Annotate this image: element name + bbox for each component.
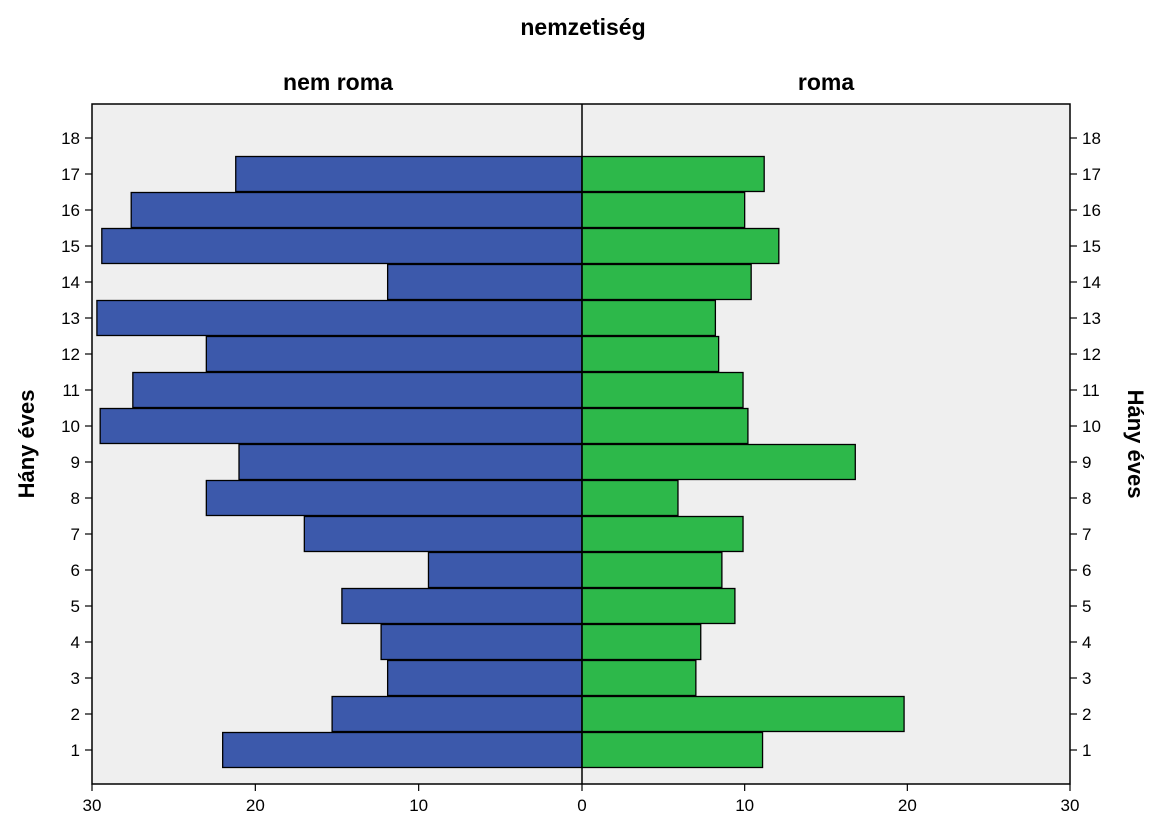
y-tick-label-left-5: 5 bbox=[71, 597, 80, 616]
bar-nem-roma-9 bbox=[238, 443, 583, 481]
y-tick-label-right-5: 5 bbox=[1082, 597, 1091, 616]
bar-roma-9 bbox=[581, 443, 856, 481]
x-tick-label-5: 20 bbox=[898, 796, 917, 815]
y-axis-title-right: Hány éves bbox=[1123, 390, 1148, 499]
x-tick-label-1: 20 bbox=[246, 796, 265, 815]
bar-nem-roma-2 bbox=[331, 695, 583, 733]
bar-nem-roma-11 bbox=[132, 371, 583, 409]
bar-roma-3 bbox=[581, 659, 697, 697]
y-tick-label-right-12: 12 bbox=[1082, 345, 1101, 364]
bar-nem-roma-5 bbox=[341, 587, 583, 625]
y-tick-label-left-14: 14 bbox=[61, 273, 80, 292]
y-tick-label-left-15: 15 bbox=[61, 237, 80, 256]
bar-roma-10 bbox=[581, 407, 749, 445]
bar-nem-roma-3 bbox=[386, 659, 583, 697]
chart-title: nemzetiség bbox=[520, 14, 645, 40]
y-tick-label-right-10: 10 bbox=[1082, 417, 1101, 436]
y-tick-label-left-13: 13 bbox=[61, 309, 80, 328]
y-tick-label-right-11: 11 bbox=[1082, 381, 1100, 400]
bar-roma-4 bbox=[581, 623, 702, 661]
bar-nem-roma-10 bbox=[99, 407, 583, 445]
panel-label-right: roma bbox=[798, 69, 854, 95]
bar-nem-roma-16 bbox=[130, 191, 583, 229]
y-tick-label-left-16: 16 bbox=[61, 201, 80, 220]
y-tick-label-right-18: 18 bbox=[1082, 129, 1101, 148]
y-tick-label-right-1: 1 bbox=[1082, 741, 1091, 760]
bar-nem-roma-13 bbox=[96, 299, 583, 337]
bar-roma-6 bbox=[581, 551, 723, 589]
y-tick-label-left-18: 18 bbox=[61, 129, 80, 148]
bar-nem-roma-6 bbox=[427, 551, 583, 589]
x-tick-label-3: 0 bbox=[577, 796, 586, 815]
y-tick-label-right-17: 17 bbox=[1082, 165, 1101, 184]
x-tick-label-4: 10 bbox=[735, 796, 754, 815]
bar-roma-16 bbox=[581, 191, 746, 229]
y-axis-title-left: Hány éves bbox=[14, 390, 39, 499]
bar-nem-roma-14 bbox=[386, 263, 583, 301]
y-tick-label-left-10: 10 bbox=[61, 417, 80, 436]
y-tick-label-right-14: 14 bbox=[1082, 273, 1101, 292]
y-tick-label-right-6: 6 bbox=[1082, 561, 1091, 580]
bar-roma-8 bbox=[581, 479, 679, 517]
y-tick-label-left-12: 12 bbox=[61, 345, 80, 364]
x-tick-label-6: 30 bbox=[1061, 796, 1080, 815]
y-tick-label-right-4: 4 bbox=[1082, 633, 1091, 652]
y-tick-label-right-3: 3 bbox=[1082, 669, 1091, 688]
bar-nem-roma-8 bbox=[205, 479, 583, 517]
y-tick-label-right-13: 13 bbox=[1082, 309, 1101, 328]
y-tick-label-right-2: 2 bbox=[1082, 705, 1091, 724]
panel-label-left: nem roma bbox=[283, 69, 393, 95]
y-tick-label-left-9: 9 bbox=[71, 453, 80, 472]
y-tick-label-right-9: 9 bbox=[1082, 453, 1091, 472]
y-tick-label-right-8: 8 bbox=[1082, 489, 1091, 508]
bar-roma-14 bbox=[581, 263, 752, 301]
bar-roma-5 bbox=[581, 587, 736, 625]
x-tick-label-2: 10 bbox=[409, 796, 428, 815]
y-tick-label-left-3: 3 bbox=[71, 669, 80, 688]
bar-nem-roma-7 bbox=[303, 515, 583, 553]
bar-roma-11 bbox=[581, 371, 744, 409]
bar-roma-15 bbox=[581, 227, 780, 265]
y-tick-label-right-7: 7 bbox=[1082, 525, 1091, 544]
bar-nem-roma-12 bbox=[205, 335, 583, 373]
bar-roma-2 bbox=[581, 695, 905, 733]
bar-roma-7 bbox=[581, 515, 744, 553]
bar-nem-roma-4 bbox=[380, 623, 583, 661]
y-tick-label-left-8: 8 bbox=[71, 489, 80, 508]
bar-roma-1 bbox=[581, 731, 764, 769]
y-tick-label-left-6: 6 bbox=[71, 561, 80, 580]
bar-roma-12 bbox=[581, 335, 720, 373]
y-tick-label-left-4: 4 bbox=[71, 633, 80, 652]
y-tick-label-left-11: 11 bbox=[62, 381, 80, 400]
bar-nem-roma-15 bbox=[101, 227, 583, 265]
y-tick-label-left-7: 7 bbox=[71, 525, 80, 544]
x-tick-label-0: 30 bbox=[83, 796, 102, 815]
y-tick-label-left-17: 17 bbox=[61, 165, 80, 184]
bar-nem-roma-17 bbox=[235, 155, 583, 193]
y-tick-label-left-1: 1 bbox=[71, 741, 80, 760]
bar-roma-17 bbox=[581, 155, 765, 193]
y-tick-label-right-16: 16 bbox=[1082, 201, 1101, 220]
y-tick-label-left-2: 2 bbox=[71, 705, 80, 724]
bar-roma-13 bbox=[581, 299, 717, 337]
y-tick-label-right-15: 15 bbox=[1082, 237, 1101, 256]
bar-nem-roma-1 bbox=[222, 731, 583, 769]
